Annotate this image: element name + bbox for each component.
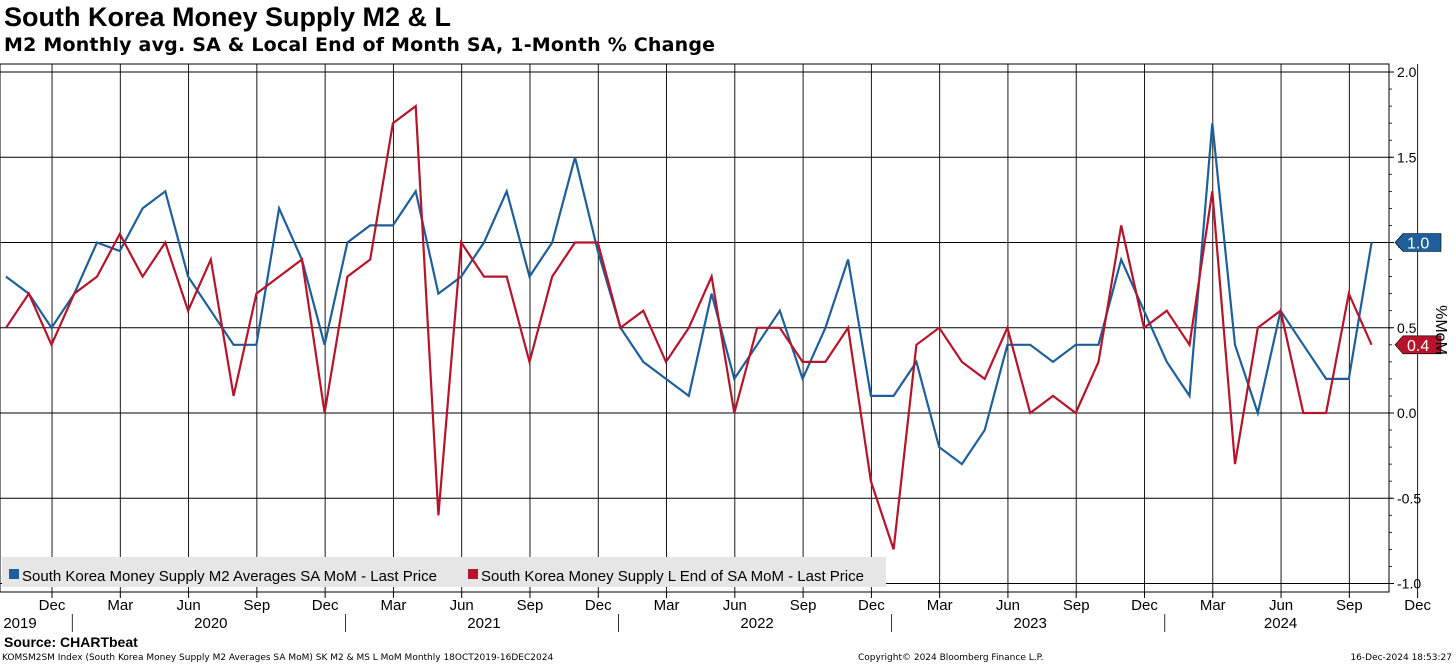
x-month-label: Jun: [723, 597, 747, 614]
x-month-label: Sep: [517, 597, 544, 614]
last-value-flag: [1394, 233, 1442, 252]
x-month-label: Dec: [585, 597, 612, 614]
x-year-label: 2021: [467, 615, 500, 632]
x-month-label: Dec: [1131, 597, 1158, 614]
x-month-label: Sep: [244, 597, 271, 614]
series-line-1: [5, 123, 1373, 466]
x-month-label: Sep: [1063, 597, 1090, 614]
y-axis-label: %MoM: [1432, 305, 1449, 355]
x-year-label: 2019: [3, 615, 36, 632]
index-description: KOMSM2SM Index (South Korea Money Supply…: [2, 653, 554, 663]
y-tick-label: 0.0: [1397, 405, 1417, 421]
x-year-label: 2022: [740, 615, 773, 632]
x-month-label: Mar: [1200, 597, 1226, 614]
y-tick-label: -0.5: [1397, 490, 1421, 506]
series-line-2: [5, 103, 1373, 550]
y-tick-label: 0.5: [1397, 320, 1417, 336]
chart-subtitle: M2 Monthly avg. SA & Local End of Month …: [4, 34, 716, 56]
x-month-label: Mar: [380, 597, 406, 614]
x-year-label: 2024: [1264, 615, 1297, 632]
x-month-label: Jun: [1269, 597, 1293, 614]
last-value-label: 0.4: [1407, 338, 1429, 355]
x-year-label: 2020: [194, 615, 227, 632]
legend-swatch: [468, 569, 478, 579]
x-month-label: Mar: [107, 597, 133, 614]
timestamp: 16-Dec-2024 18:53:27: [1350, 653, 1452, 663]
last-value-label: 1.0: [1407, 236, 1429, 253]
legend-label: South Korea Money Supply L End of SA MoM…: [481, 568, 864, 585]
y-tick-label: -1.0: [1397, 576, 1421, 592]
x-month-label: Dec: [312, 597, 339, 614]
x-year-label: 2023: [1014, 615, 1047, 632]
legend-swatch: [9, 569, 19, 579]
x-month-label: Sep: [1336, 597, 1363, 614]
x-month-label: Jun: [996, 597, 1020, 614]
x-month-label: Sep: [790, 597, 817, 614]
copyright-note: Copyright© 2024 Bloomberg Finance L.P.: [858, 653, 1044, 663]
legend-label: South Korea Money Supply M2 Averages SA …: [22, 568, 437, 585]
chart-title: South Korea Money Supply M2 & L: [4, 2, 452, 32]
x-month-label: Mar: [654, 597, 680, 614]
last-value-flag: [1394, 335, 1442, 355]
source-note: Source: CHARTbeat: [4, 634, 138, 650]
y-tick-label: 2.0: [1397, 64, 1417, 80]
x-month-label: Dec: [1404, 597, 1431, 614]
x-month-label: Dec: [858, 597, 885, 614]
x-month-label: Jun: [450, 597, 474, 614]
x-month-label: Jun: [176, 597, 200, 614]
x-month-label: Mar: [927, 597, 953, 614]
x-month-label: Dec: [39, 597, 66, 614]
legend-box: [2, 557, 886, 587]
y-tick-label: 1.5: [1397, 149, 1417, 165]
